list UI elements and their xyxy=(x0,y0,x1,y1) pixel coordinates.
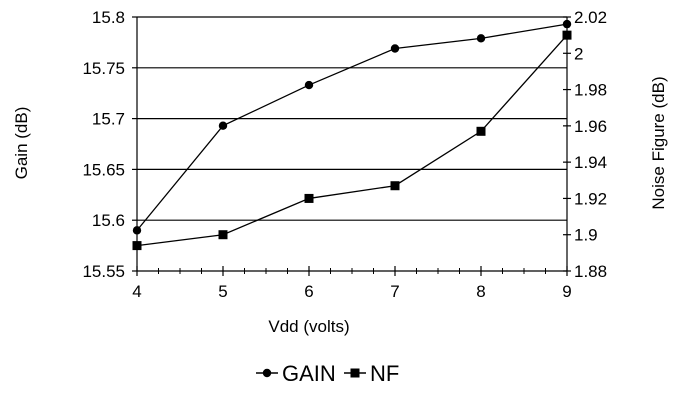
y-left-tick-label: 15.6 xyxy=(92,211,125,230)
x-tick-label: 7 xyxy=(390,282,399,301)
series-group xyxy=(132,19,572,251)
x-tick-label: 5 xyxy=(218,282,227,301)
point-gain xyxy=(304,80,314,90)
legend-marker-gain xyxy=(262,368,272,378)
y-axis-left-title: Gain (dB) xyxy=(12,107,31,180)
point-gain xyxy=(476,34,486,43)
point-gain xyxy=(218,121,228,130)
x-axis: 4 5 6 7 8 9 xyxy=(132,266,572,301)
y-right-tick-label: 2.02 xyxy=(574,8,607,27)
legend-marker-nf xyxy=(350,368,360,378)
y-right-tick-label: 1.96 xyxy=(574,117,607,136)
point-nf xyxy=(132,241,142,251)
legend-label-nf: NF xyxy=(370,361,399,386)
y-left-tick-label: 15.55 xyxy=(82,262,125,281)
series-line-nf xyxy=(136,34,568,247)
y-axis-right-title: Noise Figure (dB) xyxy=(649,76,668,209)
point-gain xyxy=(562,19,572,29)
point-nf xyxy=(218,230,228,240)
y-right-tick-label: 2 xyxy=(574,44,583,63)
point-nf xyxy=(562,30,572,40)
point-gain xyxy=(390,44,400,53)
x-tick-label: 8 xyxy=(476,282,485,301)
x-tick-label: 6 xyxy=(304,282,313,301)
y-right-tick-label: 1.98 xyxy=(574,81,607,100)
y-left-tick-label: 15.65 xyxy=(82,160,125,179)
legend-label-gain: GAIN xyxy=(282,361,336,386)
y-axis-left: 15.55 15.6 15.65 15.7 15.75 15.8 xyxy=(82,8,137,281)
gridlines xyxy=(137,67,567,221)
y-right-tick-label: 1.92 xyxy=(574,189,607,208)
point-gain xyxy=(132,226,142,235)
plot-frame xyxy=(136,16,568,272)
point-nf xyxy=(390,181,400,191)
x-tick-label: 4 xyxy=(132,282,141,301)
x-axis-title: Vdd (volts) xyxy=(268,317,349,336)
series-line-gain xyxy=(136,23,568,231)
y-right-tick-label: 1.9 xyxy=(574,226,598,245)
y-right-tick-label: 1.94 xyxy=(574,153,607,172)
y-left-tick-label: 15.75 xyxy=(82,59,125,78)
y-axis-right: 1.88 1.9 1.92 1.94 1.96 1.98 2 2.02 xyxy=(563,8,607,281)
point-nf xyxy=(476,126,486,136)
y-right-tick-label: 1.88 xyxy=(574,262,607,281)
point-nf xyxy=(304,193,314,203)
y-left-tick-label: 15.7 xyxy=(92,110,125,129)
x-tick-label: 9 xyxy=(562,282,571,301)
legend: GAIN NF xyxy=(256,361,399,386)
y-left-tick-label: 15.8 xyxy=(92,8,125,27)
